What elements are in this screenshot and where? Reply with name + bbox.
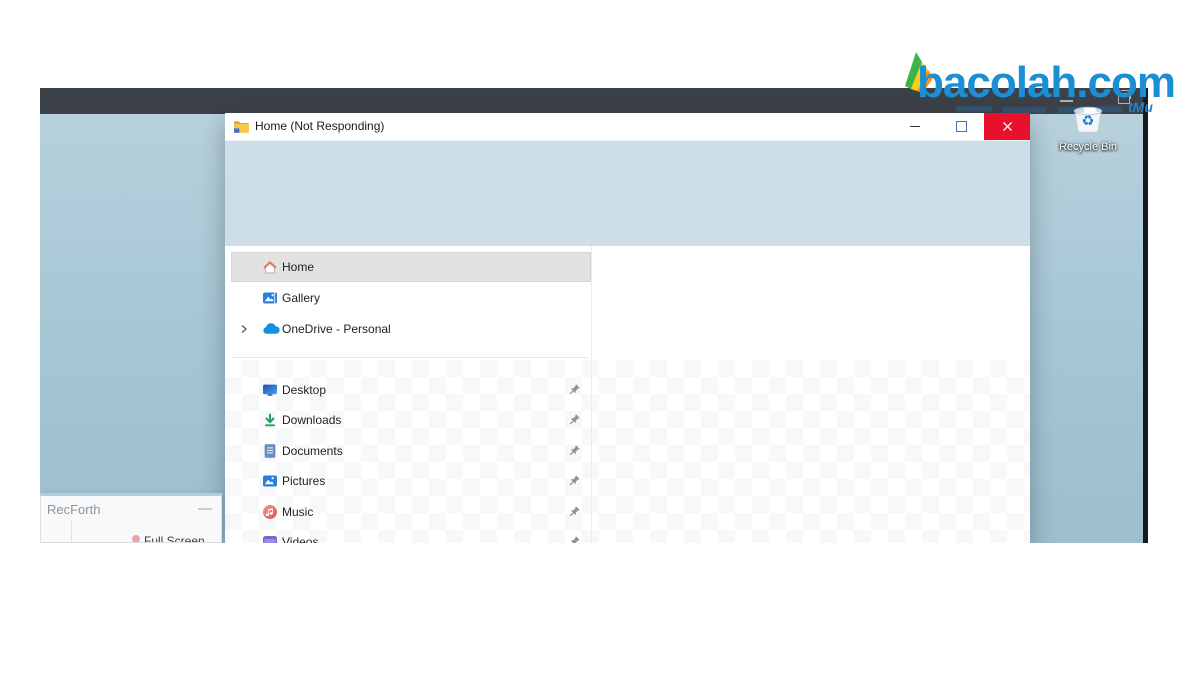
chevron-right-icon[interactable] [238, 323, 250, 335]
onedrive-cloud-icon [263, 323, 280, 334]
maximize-button[interactable] [938, 113, 984, 140]
window-controls [892, 113, 1030, 140]
svg-text:♻: ♻ [1082, 114, 1095, 130]
pictures-icon [263, 475, 277, 487]
close-icon [1002, 122, 1012, 131]
pin-icon[interactable] [568, 444, 581, 457]
sidebar-item-pictures[interactable]: Pictures [231, 466, 591, 496]
videos-icon [263, 536, 277, 543]
gallery-icon [263, 292, 277, 304]
recycle-bin-label: Recycle Bin [1058, 141, 1118, 153]
downloads-arrow-icon [265, 413, 275, 427]
explorer-body: Home Gallery OneDrive - Personal [225, 246, 1030, 543]
sidebar-item-home[interactable]: Home [231, 252, 591, 282]
pin-icon[interactable] [568, 505, 581, 518]
explorer-titlebar[interactable]: Home (Not Responding) [225, 113, 1030, 140]
background-restore-icon[interactable] [1118, 90, 1131, 104]
sidebar-item-music[interactable]: Music [231, 497, 591, 527]
document-icon [264, 444, 276, 458]
recforth-window: RecForth Full Screen [40, 493, 222, 543]
pin-icon[interactable] [568, 413, 581, 426]
desktop-screenshot: ♻ Recycle Bin Home (Not Responding) [40, 88, 1148, 543]
background-window-titlebar [40, 88, 1148, 114]
pin-icon[interactable] [568, 535, 581, 543]
record-dot-icon [132, 535, 140, 542]
file-explorer-window: Home (Not Responding) [225, 113, 1030, 543]
sidebar-item-downloads[interactable]: Downloads [231, 405, 591, 435]
full-screen-option[interactable]: Full Screen [144, 534, 205, 543]
minimize-button[interactable] [892, 113, 938, 140]
screen-right-edge [1143, 88, 1148, 543]
recycle-bin-icon: ♻ [1073, 106, 1103, 133]
desktop-monitor-icon [263, 384, 277, 396]
sidebar-item-gallery[interactable]: Gallery [231, 283, 591, 313]
recforth-minimize-icon[interactable] [198, 508, 212, 510]
music-note-icon [263, 505, 277, 519]
sidebar-item-videos[interactable]: Videos [231, 527, 591, 543]
window-title: Home (Not Responding) [255, 119, 385, 133]
sidebar-item-onedrive[interactable]: OneDrive - Personal [231, 314, 591, 344]
sidebar-section-separator [232, 357, 588, 358]
sidebar-item-documents[interactable]: Documents [231, 436, 591, 466]
recforth-title: RecForth [47, 502, 101, 517]
minimize-icon [910, 125, 920, 128]
recycle-bin-shortcut[interactable]: ♻ Recycle Bin [1048, 102, 1128, 153]
background-minimize-icon[interactable] [1060, 100, 1073, 102]
pin-icon[interactable] [568, 383, 581, 396]
folder-icon [234, 121, 249, 133]
explorer-toolbar-frozen-area [225, 140, 1030, 247]
sidebar-item-desktop[interactable]: Desktop [231, 375, 591, 405]
sidebar-divider [591, 246, 592, 543]
pin-icon[interactable] [568, 474, 581, 487]
home-icon [263, 261, 277, 274]
maximize-icon [955, 121, 967, 132]
recforth-divider [71, 520, 72, 542]
close-button[interactable] [984, 113, 1030, 140]
